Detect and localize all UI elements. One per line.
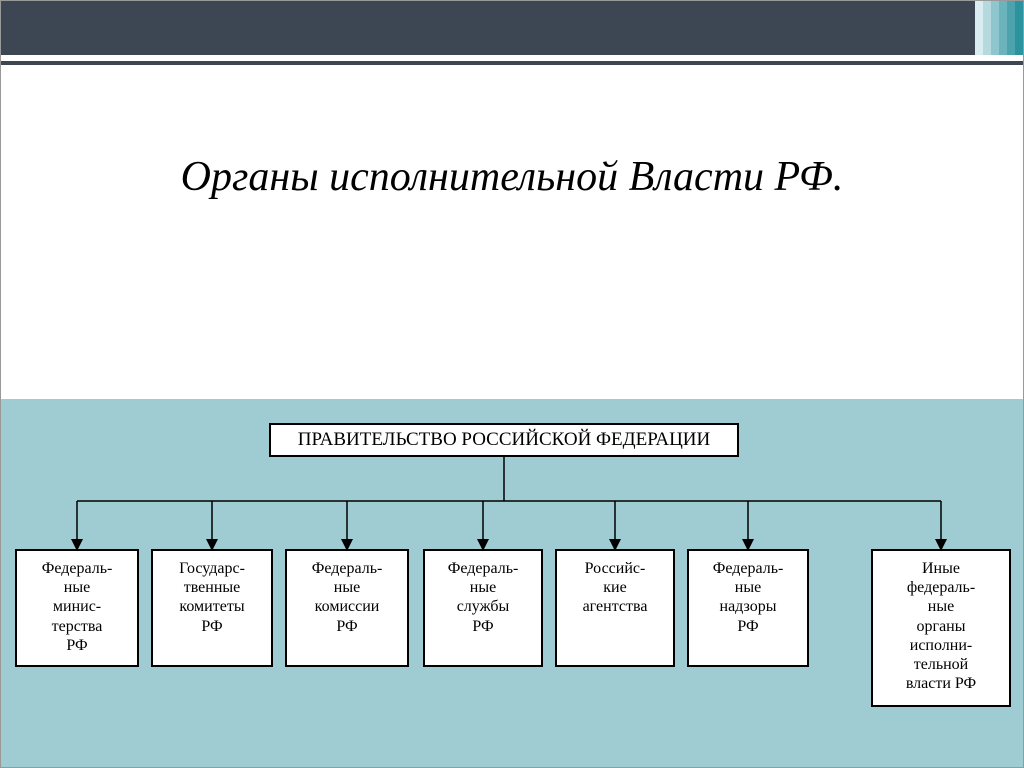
child-node: Иные федераль- ные органы исполни- тельн…: [871, 549, 1011, 707]
child-node: Федераль- ные надзоры РФ: [687, 549, 809, 667]
stripe: [991, 1, 999, 55]
stripe: [1015, 1, 1023, 55]
child-node: Федераль- ные комиссии РФ: [285, 549, 409, 667]
accent-line: [1, 61, 1023, 65]
slide: Органы исполнительной Власти РФ. ПРАВИТЕ…: [0, 0, 1024, 768]
stripe: [999, 1, 1007, 55]
child-node: Российс- кие агентства: [555, 549, 675, 667]
child-node: Федераль- ные службы РФ: [423, 549, 543, 667]
child-node: Государс- твенные комитеты РФ: [151, 549, 273, 667]
root-node: ПРАВИТЕЛЬСТВО РОССИЙСКОЙ ФЕДЕРАЦИИ: [269, 423, 739, 457]
org-chart: ПРАВИТЕЛЬСТВО РОССИЙСКОЙ ФЕДЕРАЦИИ Федер…: [1, 399, 1023, 767]
header-bar: [1, 1, 1023, 55]
header-stripes: [975, 1, 1023, 55]
child-node: Федераль- ные минис- терства РФ: [15, 549, 139, 667]
stripe: [975, 1, 983, 55]
slide-title: Органы исполнительной Власти РФ.: [1, 153, 1023, 201]
stripe: [983, 1, 991, 55]
stripe: [1007, 1, 1015, 55]
